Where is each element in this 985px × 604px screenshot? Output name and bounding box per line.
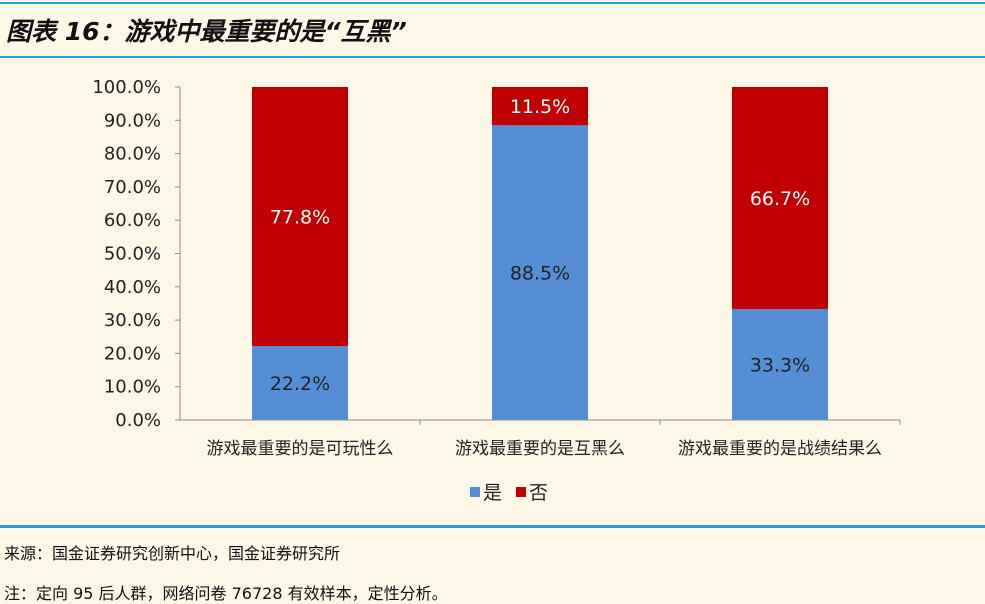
y-tick-label: 90.0% xyxy=(104,110,161,131)
y-tick-label: 20.0% xyxy=(104,343,161,364)
data-label: 66.7% xyxy=(750,188,810,210)
y-tick-label: 10.0% xyxy=(104,377,161,398)
legend-label: 否 xyxy=(529,482,548,504)
stacked-bar-chart: 0.0% 10.0% 20.0% 30.0% 40.0% 50.0% 60.0% 70.0% 8… xyxy=(92,77,901,504)
data-label: 33.3% xyxy=(750,355,810,377)
y-tick-label: 50.0% xyxy=(104,244,161,265)
legend: 是否 xyxy=(470,482,548,504)
x-category-label: 游戏最重要的是战绩结果么 xyxy=(678,439,882,459)
sample-note: 注：定向 95 后人群，网络问卷 76728 有效样本，定性分析。 xyxy=(4,584,448,603)
data-label: 11.5% xyxy=(510,96,570,118)
x-category-label: 游戏最重要的是互黑么 xyxy=(455,439,625,459)
y-axis: 0.0% 10.0% 20.0% 30.0% 40.0% 50.0% 60.0% 70.0% 8… xyxy=(92,77,181,431)
bar-segment-no xyxy=(492,87,588,126)
y-tick-label: 70.0% xyxy=(104,177,161,198)
bar-segment-yes xyxy=(732,309,828,420)
y-tick-label: 100.0% xyxy=(92,77,161,98)
bars-group: 22.2% 77.8% 88.5% 11.5% 33.3% 66.7% xyxy=(252,87,828,421)
y-tick-label: 30.0% xyxy=(104,310,161,331)
bar-segment-no xyxy=(732,87,828,310)
page-title: 图表 16：游戏中最重要的是“互黑” xyxy=(6,17,407,46)
legend-label: 是 xyxy=(483,482,502,504)
data-label: 22.2% xyxy=(270,373,330,395)
y-tick-label: 0.0% xyxy=(115,410,161,431)
x-axis: 游戏最重要的是可玩性么 游戏最重要的是互黑么 游戏最重要的是战绩结果么 xyxy=(180,419,901,459)
footer-rule xyxy=(0,525,985,528)
data-label: 77.8% xyxy=(270,207,330,229)
bar-segment-no xyxy=(252,87,348,347)
y-tick-label: 40.0% xyxy=(104,277,161,298)
data-label: 88.5% xyxy=(510,263,570,285)
title-rule xyxy=(0,56,985,58)
source-note: 来源：国金证券研究创新中心，国金证券研究所 xyxy=(4,544,341,563)
y-tick-label: 80.0% xyxy=(104,144,161,165)
x-category-label: 游戏最重要的是可玩性么 xyxy=(207,439,394,459)
y-tick-label: 60.0% xyxy=(104,210,161,231)
top-rule xyxy=(0,2,985,4)
legend-swatch-yes xyxy=(470,487,480,497)
legend-swatch-no xyxy=(516,487,526,497)
bar-segment-yes xyxy=(492,125,588,421)
bar-segment-yes xyxy=(252,346,348,420)
